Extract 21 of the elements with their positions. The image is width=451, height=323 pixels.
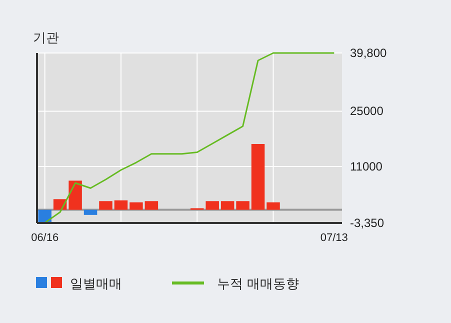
bar (84, 210, 98, 215)
y-tick-label: 25000 (350, 104, 384, 118)
y-tick-label: -3,350 (350, 216, 384, 230)
bar (114, 200, 128, 210)
y-tick-label: 11000 (350, 159, 383, 174)
legend-label: 누적 매매동향 (217, 277, 300, 292)
chart-title: 기관 (33, 31, 59, 46)
bar (99, 201, 112, 210)
legend-label: 일별매매 (70, 277, 122, 292)
bar (266, 202, 280, 210)
bar (236, 201, 250, 210)
y-tick-label: 39,800 (350, 46, 388, 60)
x-tick-label: 07/13 (320, 232, 348, 244)
x-tick-label: 06/16 (31, 232, 59, 244)
bar (251, 144, 265, 210)
bar (220, 201, 234, 210)
bar (144, 201, 158, 210)
bar (206, 201, 219, 210)
bar (68, 180, 82, 210)
bar (130, 202, 143, 210)
line-series (44, 52, 335, 224)
